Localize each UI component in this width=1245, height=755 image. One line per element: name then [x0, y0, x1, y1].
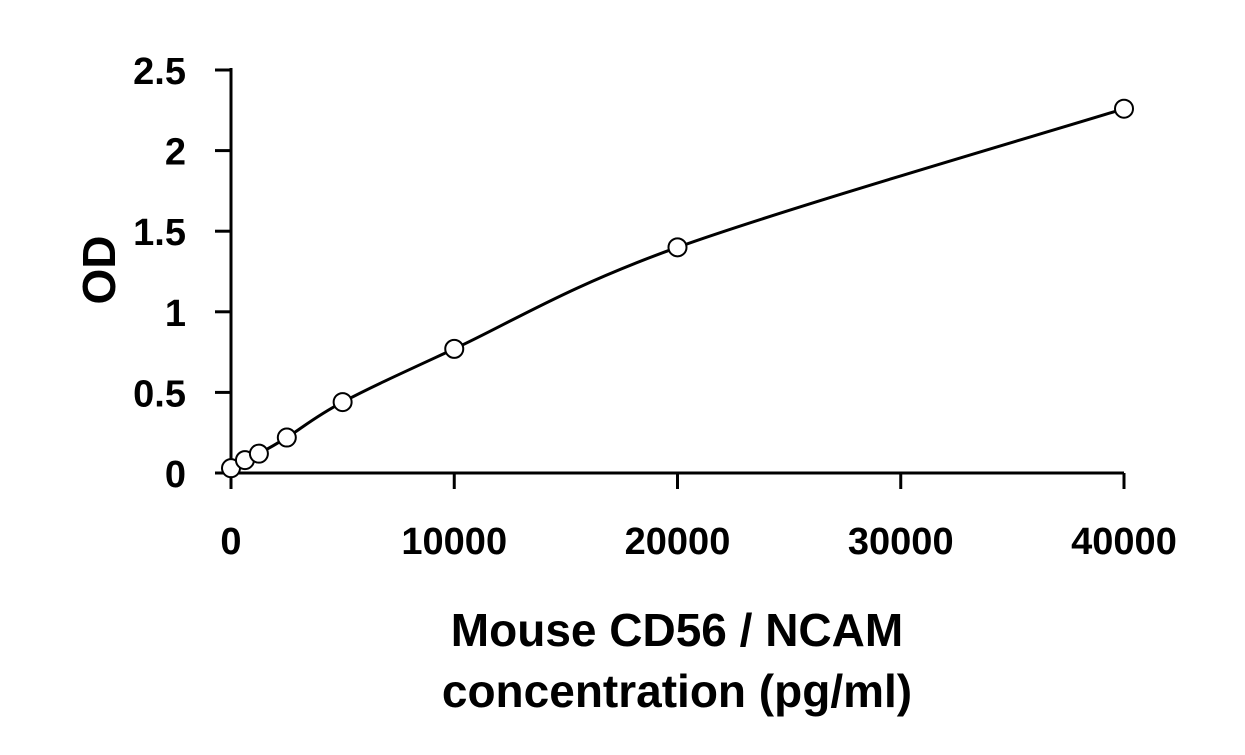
- x-tick-label: 20000: [625, 521, 731, 563]
- x-tick-label: 0: [220, 521, 241, 563]
- y-tick-label: 0.5: [133, 373, 186, 415]
- data-point: [1114, 98, 1134, 119]
- y-tick-label: 0: [165, 454, 186, 496]
- x-tick-label: 30000: [848, 521, 954, 563]
- y-axis-title: OD: [73, 236, 125, 305]
- data-point: [444, 338, 465, 359]
- data-point: [276, 427, 297, 448]
- x-tick-label: 40000: [1071, 521, 1177, 563]
- x-axis-title-line-1: Mouse CD56 / NCAM: [451, 604, 903, 656]
- y-tick-label: 1.5: [133, 212, 186, 254]
- data-point: [248, 443, 269, 464]
- y-tick-label: 2.5: [133, 51, 186, 93]
- fitted-curve-layer: [230, 107, 1125, 470]
- tick-labels-layer: 0 10000 20000 30000 40000 0 0.5 1 1.5 2 2.5: [133, 51, 1177, 563]
- data-points-layer: [221, 98, 1134, 479]
- axes: [215, 68, 1126, 489]
- data-point: [332, 392, 353, 413]
- y-tick-label: 2: [165, 132, 186, 174]
- fitted-curve: [230, 107, 1125, 470]
- x-tick-label: 10000: [401, 521, 507, 563]
- y-tick-label: 1: [165, 293, 186, 335]
- x-axis-title-line-2: concentration (pg/ml): [442, 665, 912, 717]
- data-point: [667, 237, 688, 258]
